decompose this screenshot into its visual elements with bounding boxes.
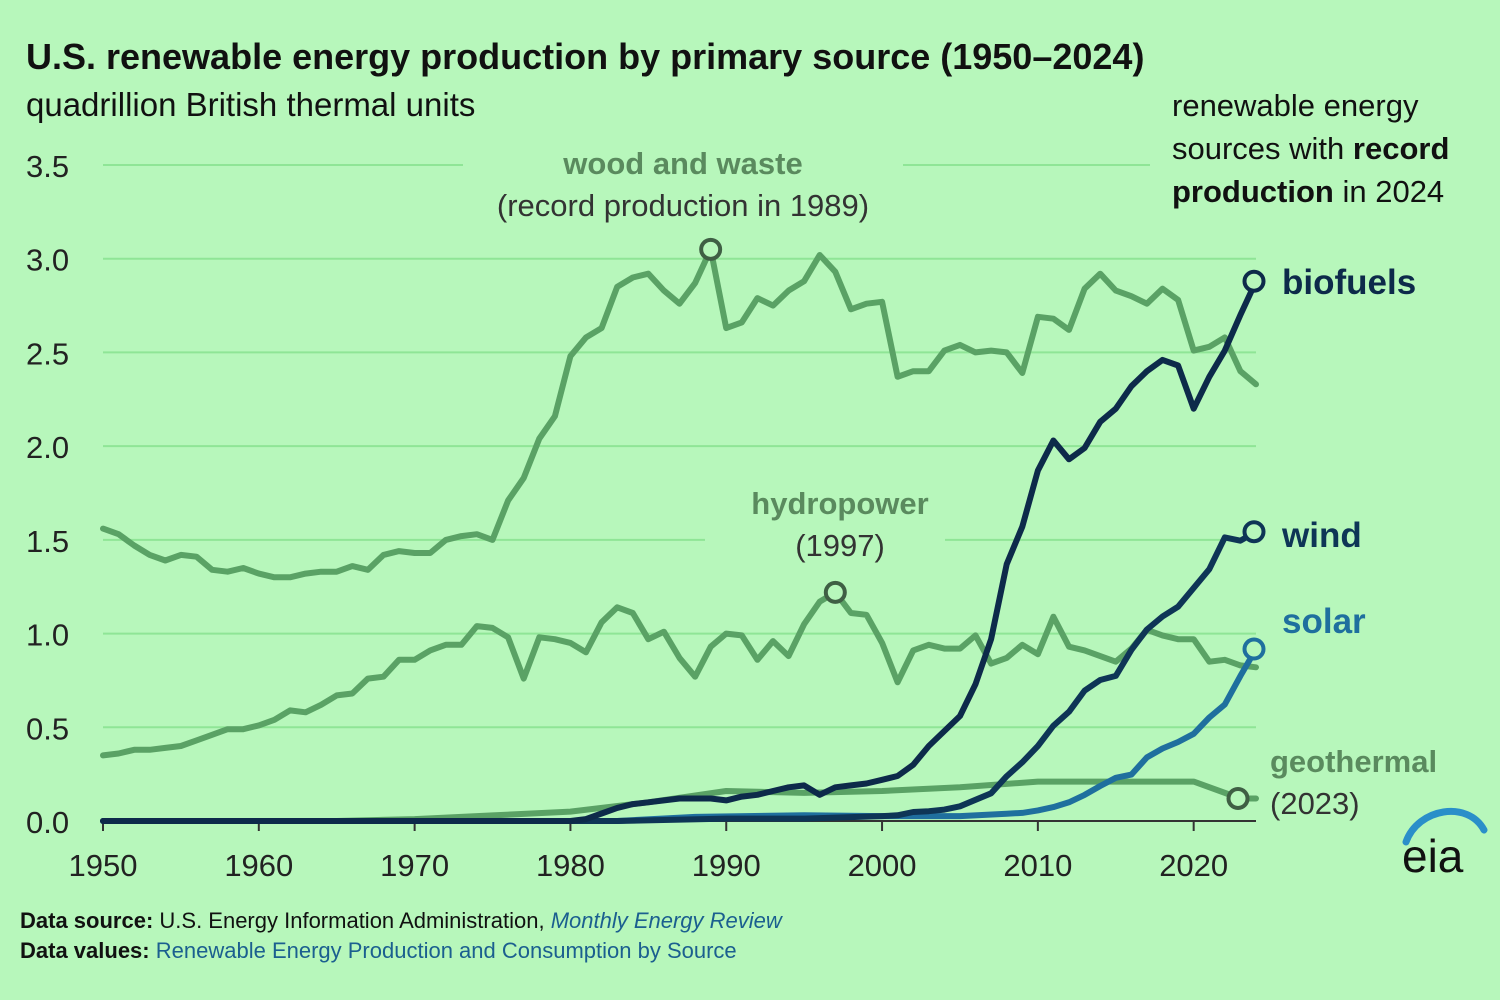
x-tick-label: 1970 (380, 848, 449, 883)
x-tick-label: 1990 (692, 848, 761, 883)
y-tick-label: 1.0 (26, 618, 69, 653)
record-note-line2: sources with record (1172, 127, 1449, 170)
annotation-hydro-line2: (1997) (795, 528, 885, 563)
series-line-wind (100, 528, 1259, 824)
x-tick-label: 1980 (536, 848, 605, 883)
annotation-wood-line2: (record production in 1989) (497, 188, 869, 223)
chart-subtitle: quadrillion British thermal units (26, 86, 476, 123)
marker-wood-1989 (699, 237, 723, 261)
series-lines (100, 246, 1259, 824)
eia-logo-text: eia (1402, 830, 1464, 880)
eia-logo: eia (1402, 808, 1488, 880)
marker-hydro-1997 (823, 580, 847, 604)
label-wind: wind (1281, 516, 1362, 555)
grid-lines (103, 164, 1256, 822)
chart-title: U.S. renewable energy production by prim… (26, 36, 1145, 77)
annotation-geo-line1: geothermal (1270, 744, 1437, 779)
footer-values-label: Data values: (20, 938, 150, 963)
eia-logo-arc (1402, 808, 1488, 846)
marker-geothermal-2023 (1226, 787, 1250, 811)
series-line-biofuels (100, 278, 1259, 824)
series-line-wood (100, 246, 1259, 581)
x-tick-label: 1950 (69, 848, 138, 883)
record-note-line1: renewable energy (1172, 88, 1419, 123)
y-axis-ticks: 0.0 0.5 1.0 1.5 2.0 2.5 3.0 3.5 (26, 149, 69, 840)
annotation-geo-line2: (2023) (1270, 786, 1360, 821)
annotation-wood-line1: wood and waste (562, 146, 802, 181)
record-note-line3-post: in 2024 (1333, 174, 1445, 209)
y-tick-label: 1.5 (26, 524, 69, 559)
x-tick-label: 2020 (1159, 848, 1228, 883)
footer-source-link[interactable]: Monthly Energy Review (550, 908, 782, 933)
y-tick-label: 2.5 (26, 336, 69, 371)
y-tick-label: 3.0 (26, 243, 69, 278)
record-note-line2-bold: record (1352, 131, 1450, 166)
marker-solar-2024 (1242, 637, 1266, 661)
label-biofuels: biofuels (1282, 263, 1416, 302)
footer-values: Data values: Renewable Energy Production… (20, 938, 737, 964)
footer-values-link[interactable]: Renewable Energy Production and Consumpt… (155, 938, 737, 963)
x-tick-label: 2010 (1003, 848, 1072, 883)
series-line-geothermal (255, 778, 1259, 824)
record-note: renewable energy sources with record pro… (1172, 84, 1449, 213)
footer-source-label: Data source: (20, 908, 154, 933)
record-note-line3: production in 2024 (1172, 170, 1449, 213)
record-note-line2-pre: sources with (1172, 131, 1353, 166)
record-note-line3-bold: production (1172, 174, 1334, 209)
y-tick-label: 0.5 (26, 711, 69, 746)
y-tick-label: 3.5 (26, 149, 69, 184)
x-tick-label: 2000 (848, 848, 917, 883)
annotations: wood and waste (record production in 198… (497, 146, 1437, 821)
series-line-hydropower (100, 589, 1259, 759)
label-solar: solar (1282, 602, 1366, 641)
x-tick-label: 1960 (224, 848, 293, 883)
record-markers (699, 237, 1266, 811)
footer-source-text: U.S. Energy Information Administration, (153, 908, 551, 933)
y-tick-label: 2.0 (26, 430, 69, 465)
annotation-hydro-line1: hydropower (751, 486, 928, 521)
marker-wind-2024 (1242, 520, 1266, 544)
y-tick-label: 0.0 (26, 805, 69, 840)
marker-biofuels-2024 (1242, 269, 1266, 293)
footer-source: Data source: U.S. Energy Information Adm… (20, 908, 782, 934)
x-axis-ticks: 1950 1960 1970 1980 1990 2000 2010 2020 (69, 821, 1228, 883)
